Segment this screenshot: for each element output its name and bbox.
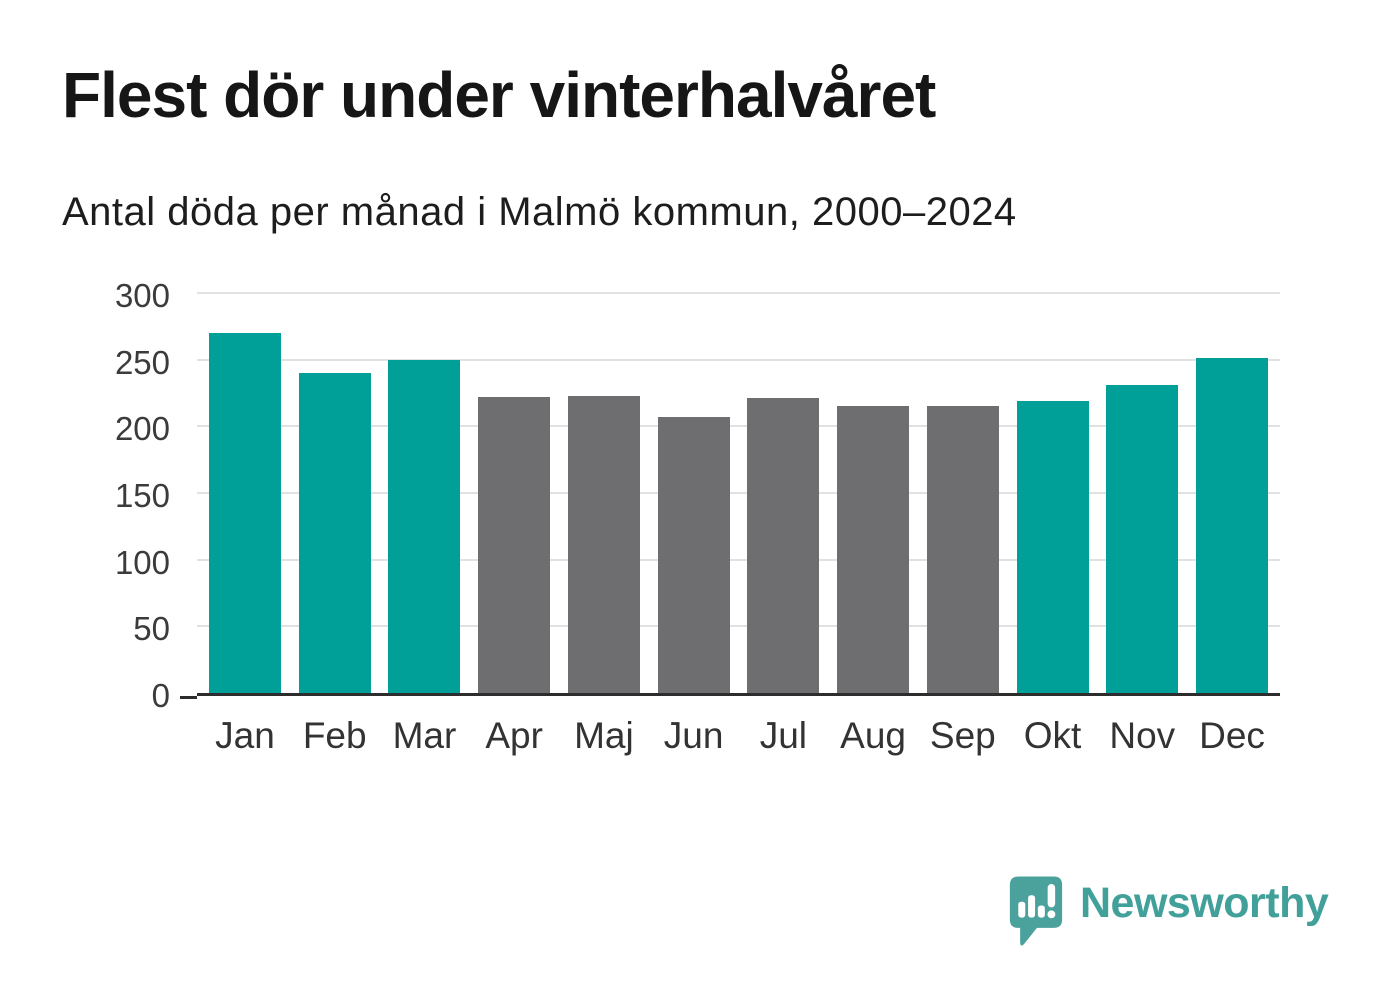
bar-okt [1016, 401, 1089, 693]
x-tick-label-aug: Aug [840, 715, 906, 756]
bar-aug [837, 406, 910, 693]
x-tick-label-mar: Mar [392, 715, 457, 756]
gridline-200 [197, 425, 1280, 428]
y-tick-label-300: 300 [114, 277, 170, 314]
y-tick-label-100: 100 [114, 543, 170, 581]
chart-title: Flest dör under vinterhalvåret [62, 59, 936, 131]
x-tick-label-feb: Feb [302, 715, 367, 756]
bar-dec [1196, 358, 1268, 693]
bar-maj [567, 395, 640, 693]
gridline-50 [197, 625, 1280, 628]
y-tick-label-150: 150 [114, 477, 170, 514]
x-tick-label-dec: Dec [1199, 715, 1265, 756]
y-tick-label-200: 200 [114, 410, 170, 448]
x-tick-label-nov: Nov [1109, 715, 1176, 756]
x-tick-label-jun: Jun [663, 715, 724, 756]
branding-footer: Newsworthy [1008, 874, 1329, 950]
gridline-250 [197, 358, 1280, 361]
bar-chart: 0 50 100 150 200 250 300 Jan Feb Mar Apr Maj Jun Jul… [0, 277, 1382, 766]
bar-mar [388, 359, 461, 693]
plot-area [197, 292, 1280, 696]
y-tick-label-50: 50 [133, 610, 170, 648]
x-tick-label-sep: Sep [929, 715, 996, 756]
x-tick-label-apr: Apr [485, 715, 543, 756]
bar-jun [657, 417, 730, 693]
bar-sep [926, 406, 999, 693]
gridline-300 [197, 292, 1280, 294]
gridline-150 [197, 492, 1280, 494]
x-tick-label-jan: Jan [215, 715, 275, 756]
x-tick-label-maj: Maj [574, 715, 634, 756]
x-tick-label-jul: Jul [759, 715, 808, 756]
x-tick-label-okt: Okt [1023, 715, 1082, 756]
bar-jul [747, 398, 820, 693]
y-tick-label-0: 0 [151, 677, 170, 714]
bar-jan [209, 333, 281, 693]
gridline-100 [197, 558, 1280, 561]
y-tick-label-250: 250 [114, 343, 170, 381]
chart-subtitle: Antal döda per månad i Malmö kommun, 200… [62, 190, 1017, 234]
bar-nov [1106, 385, 1179, 693]
zero-tick-mark [180, 696, 197, 699]
bar-apr [478, 397, 551, 693]
brand-name: Newsworthy [1080, 879, 1329, 927]
newsworthy-logo-icon [1009, 876, 1063, 946]
bar-feb [298, 373, 371, 693]
